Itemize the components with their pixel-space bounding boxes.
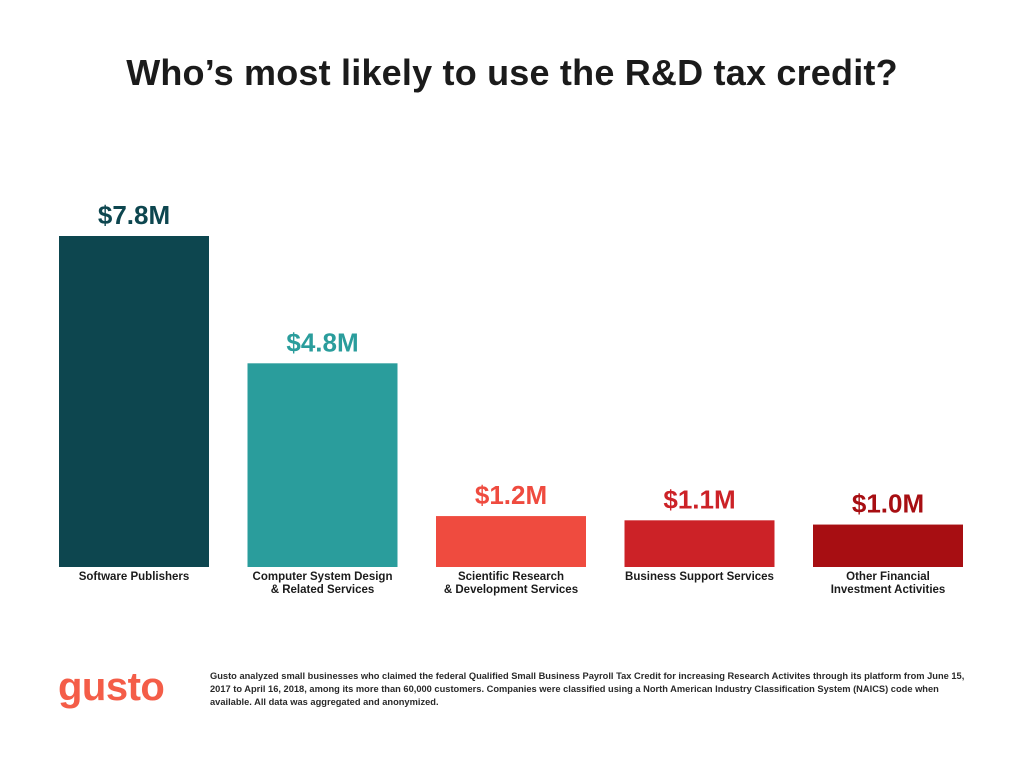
bar-1 [59,236,209,567]
category-label-4: Business Support Services [625,571,774,583]
bar-2 [247,363,398,567]
chart-title: Who’s most likely to use the R&D tax cre… [126,52,898,93]
category-label-1: Software Publishers [78,571,190,583]
footnote: Gusto analyzed small businesses who clai… [210,671,965,707]
gusto-logo: gusto [58,665,165,709]
value-label-3: $1.2M [475,480,547,510]
category-label-5: Other Financial Investment Activities [830,571,946,596]
value-label-2: $4.8M [286,327,358,357]
value-label-1: $7.8M [98,200,170,230]
bar-5 [813,524,963,567]
value-label-5: $1.0M [852,489,924,519]
bar-3 [436,516,586,567]
value-label-4: $1.1M [663,484,735,514]
category-label-3: Scientific Research & Development Servic… [443,571,579,596]
category-label-2: Computer System Design & Related Service… [252,571,393,596]
bar-4 [624,520,775,567]
